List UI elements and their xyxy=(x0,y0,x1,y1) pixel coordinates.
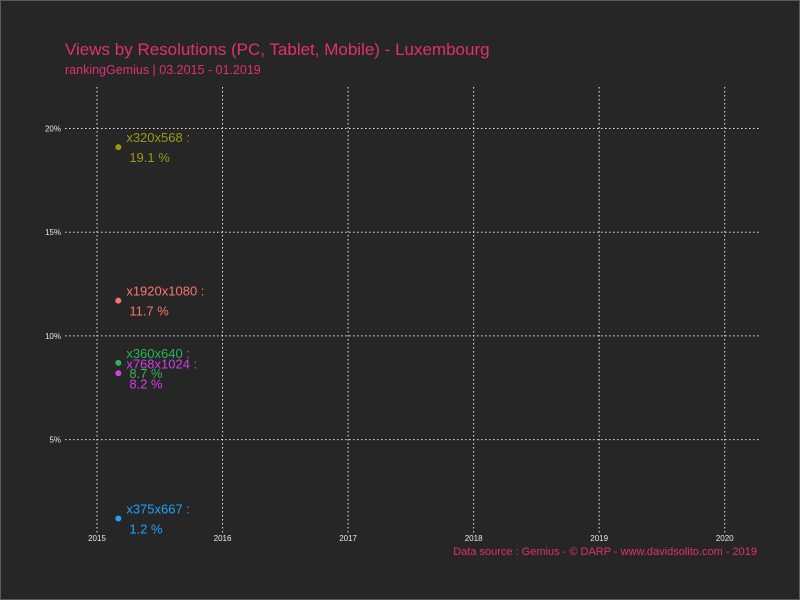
data-point-value: 8.2 % xyxy=(129,376,163,391)
y-tick-label: 20% xyxy=(45,124,61,133)
data-point-name: x1920x1080 : xyxy=(126,284,204,299)
x-tick-label: 2020 xyxy=(716,534,734,543)
x-tick-label: 2015 xyxy=(88,534,106,543)
data-point-name: x320x568 : xyxy=(126,130,190,145)
data-point xyxy=(115,359,122,366)
x-tick-label: 2016 xyxy=(214,534,232,543)
data-point xyxy=(115,297,122,304)
y-tick-label: 10% xyxy=(45,332,61,341)
data-point-value: 19.1 % xyxy=(129,150,170,165)
x-tick-label: 2019 xyxy=(590,534,608,543)
data-point-value: 11.7 % xyxy=(129,304,169,319)
chart-subtitle: rankingGemius | 03.2015 - 01.2019 xyxy=(65,63,261,77)
x-tick-label: 2018 xyxy=(465,534,483,543)
x-tick-label: 2017 xyxy=(339,534,357,543)
data-point-name: x375x667 : xyxy=(126,501,190,516)
data-point xyxy=(115,515,122,522)
data-point xyxy=(115,370,122,377)
point-layer: x320x568 : 19.1 % x1920x1080 : 11.7 % x360x6… xyxy=(115,130,204,536)
y-tick-label: 15% xyxy=(45,228,61,237)
data-point-name: x360x640 : xyxy=(126,346,190,361)
data-point-value: 8.7 % xyxy=(129,366,163,381)
chart-title: Views by Resolutions (PC, Tablet, Mobile… xyxy=(65,40,490,59)
tick-layer: 2015 2016 2017 2018 2019 2020 5% 10% 15% 20% xyxy=(45,124,734,543)
chart-caption: Data source : Gemius - © DARP - www.davi… xyxy=(453,546,757,558)
y-tick-label: 5% xyxy=(49,436,61,445)
data-point-value: 1.2 % xyxy=(129,521,163,536)
data-point-name: x768x1024 : xyxy=(126,356,197,371)
data-point xyxy=(115,144,122,151)
